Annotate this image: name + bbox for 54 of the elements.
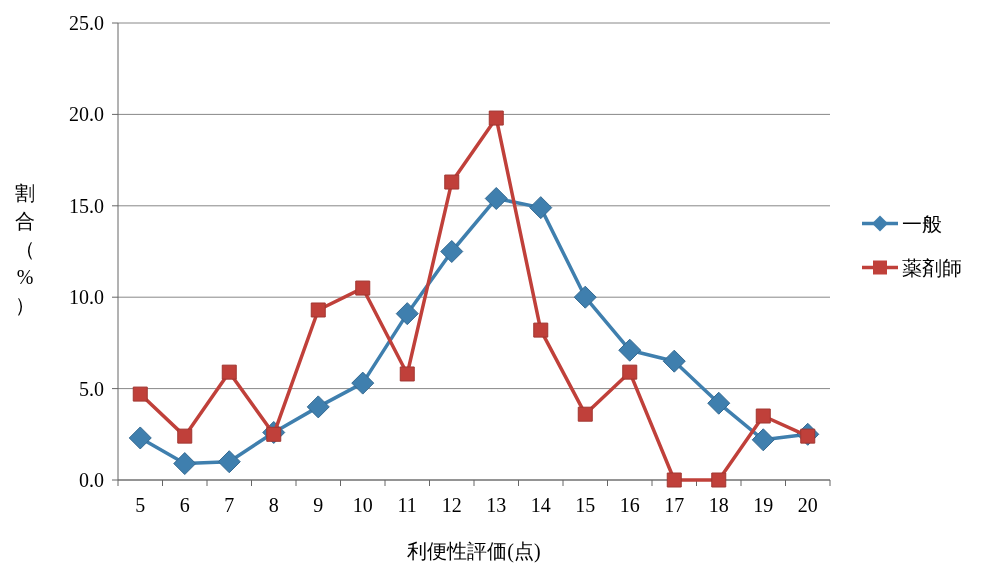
point	[618, 338, 642, 362]
y-axis-title: 割合（%）	[15, 182, 35, 316]
point	[755, 408, 771, 424]
point	[533, 322, 549, 338]
point	[132, 386, 148, 402]
y-tick-label: 10.0	[69, 286, 104, 309]
point	[399, 366, 415, 382]
point	[310, 302, 326, 318]
x-tick-label: 20	[797, 494, 818, 516]
x-tick-label: 12	[441, 494, 462, 516]
x-tick-label: 15	[575, 494, 596, 516]
x-tick-label: 9	[313, 494, 324, 516]
point	[751, 428, 775, 452]
point	[217, 450, 241, 474]
y-tick-label: 5.0	[79, 377, 104, 400]
x-tick-label: 17	[664, 494, 685, 516]
x-tick-label: 13	[486, 494, 507, 516]
x-axis-title: 利便性評価(点)	[407, 540, 541, 563]
legend-label: 薬剤師	[902, 256, 962, 279]
point	[573, 285, 597, 309]
point	[351, 371, 375, 395]
point	[622, 364, 638, 380]
x-tick-label: 11	[397, 494, 417, 516]
y-tick-label: 25.0	[69, 12, 104, 34]
point	[662, 349, 686, 373]
point	[128, 426, 152, 450]
point	[529, 196, 553, 220]
point	[173, 452, 197, 476]
y-tick-label: 20.0	[69, 103, 104, 126]
y-tick-label: 15.0	[69, 194, 104, 217]
x-tick-label: 16	[619, 494, 640, 516]
x-tick-label: 10	[352, 494, 373, 516]
x-tick-label: 7	[224, 494, 235, 516]
point	[577, 406, 593, 422]
x-tick-label: 8	[268, 494, 279, 516]
x-tick-label: 18	[708, 494, 729, 516]
legend-label: 一般	[902, 212, 942, 235]
point	[177, 428, 193, 444]
point	[444, 174, 460, 190]
point	[488, 110, 504, 126]
point	[484, 186, 508, 210]
point	[707, 391, 731, 415]
point	[711, 472, 727, 488]
y-tick-label: 0.0	[79, 469, 104, 491]
point	[666, 472, 682, 488]
point	[221, 364, 237, 380]
x-tick-label: 5	[135, 494, 146, 516]
point	[395, 302, 419, 326]
x-tick-label: 19	[753, 494, 774, 516]
point	[355, 280, 371, 296]
point	[440, 240, 464, 263]
x-tick-label: 6	[179, 494, 190, 516]
x-tick-label: 14	[530, 494, 551, 516]
point	[306, 395, 330, 419]
